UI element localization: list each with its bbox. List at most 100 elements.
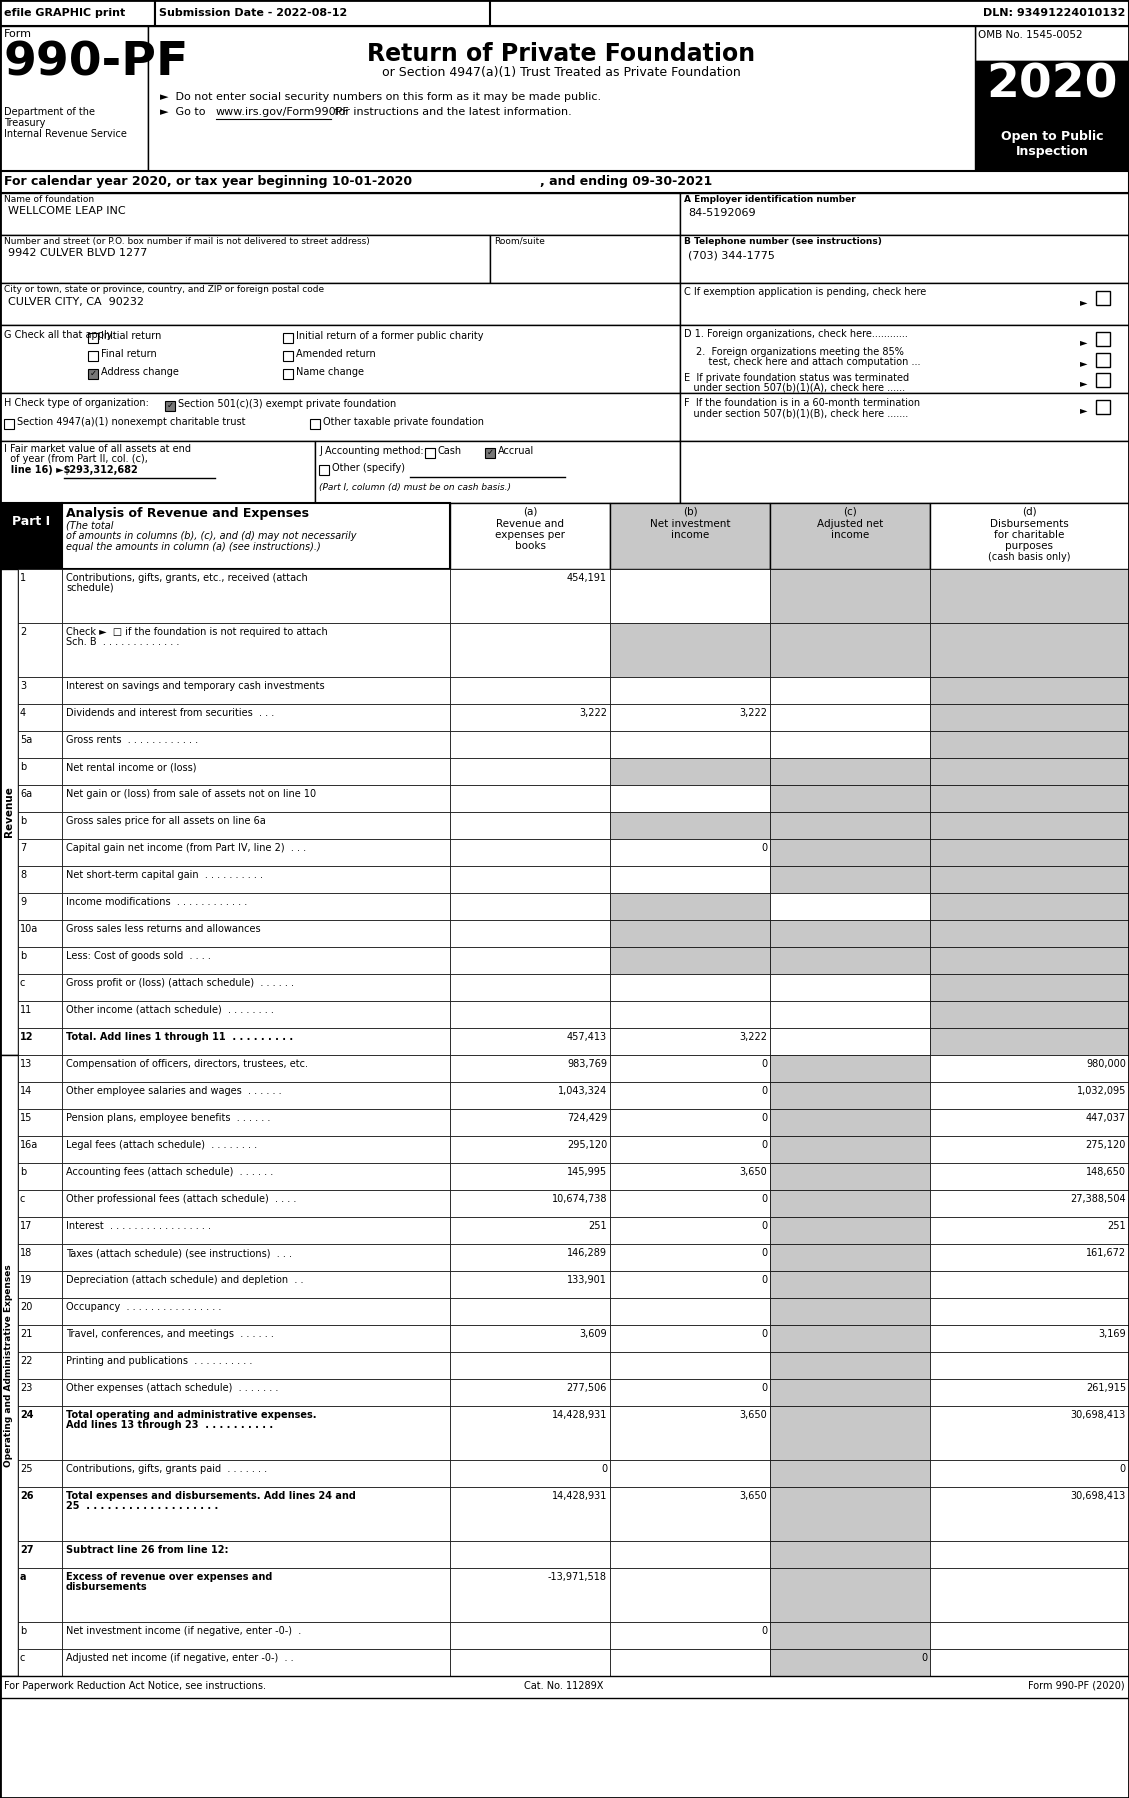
Text: efile GRAPHIC print: efile GRAPHIC print — [5, 7, 125, 18]
Text: Initial return of a former public charity: Initial return of a former public charit… — [296, 331, 483, 342]
Text: 293,312,682: 293,312,682 — [65, 466, 138, 475]
Text: 161,672: 161,672 — [1086, 1248, 1126, 1259]
Text: G Check all that apply:: G Check all that apply: — [5, 331, 115, 340]
Bar — [930, 1352, 1129, 1379]
Text: books: books — [515, 541, 545, 550]
Text: (b): (b) — [683, 507, 698, 518]
Bar — [680, 192, 1129, 236]
Bar — [450, 1244, 610, 1271]
Text: Total operating and administrative expenses.: Total operating and administrative expen… — [65, 1410, 316, 1420]
Bar — [450, 1352, 610, 1379]
Text: For Paperwork Reduction Act Notice, see instructions.: For Paperwork Reduction Act Notice, see … — [5, 1681, 266, 1690]
Text: 0: 0 — [921, 1652, 927, 1663]
Text: ►: ► — [1080, 336, 1087, 347]
Bar — [610, 1136, 770, 1163]
Text: (cash basis only): (cash basis only) — [988, 552, 1070, 563]
Text: 30,698,413: 30,698,413 — [1070, 1491, 1126, 1501]
Text: Legal fees (attach schedule)  . . . . . . . .: Legal fees (attach schedule) . . . . . .… — [65, 1140, 257, 1151]
Text: of amounts in columns (b), (c), and (d) may not necessarily: of amounts in columns (b), (c), and (d) … — [65, 530, 357, 541]
Bar — [18, 1325, 62, 1352]
Text: 3,222: 3,222 — [579, 708, 607, 717]
Bar — [610, 921, 770, 948]
Bar — [610, 840, 770, 867]
Bar — [975, 61, 1129, 122]
Text: equal the amounts in column (a) (see instructions).): equal the amounts in column (a) (see ins… — [65, 541, 321, 552]
Bar — [610, 1163, 770, 1190]
Bar — [975, 122, 1129, 171]
Bar — [610, 1190, 770, 1217]
Text: Operating and Administrative Expenses: Operating and Administrative Expenses — [5, 1264, 14, 1467]
Text: c: c — [20, 1652, 25, 1663]
Bar — [62, 759, 450, 786]
Bar — [610, 1622, 770, 1649]
Text: Adjusted net: Adjusted net — [817, 520, 883, 529]
Bar — [62, 1541, 450, 1568]
Text: Add lines 13 through 23  . . . . . . . . . .: Add lines 13 through 23 . . . . . . . . … — [65, 1420, 273, 1429]
Text: Printing and publications  . . . . . . . . . .: Printing and publications . . . . . . . … — [65, 1356, 253, 1366]
Bar — [770, 1244, 930, 1271]
Bar — [930, 1001, 1129, 1028]
Text: Final return: Final return — [100, 349, 157, 360]
Bar — [770, 503, 930, 568]
Text: Other income (attach schedule)  . . . . . . . .: Other income (attach schedule) . . . . .… — [65, 1005, 274, 1016]
Text: 983,769: 983,769 — [567, 1059, 607, 1070]
Text: Other professional fees (attach schedule)  . . . .: Other professional fees (attach schedule… — [65, 1194, 297, 1205]
Bar — [770, 1082, 930, 1109]
Bar — [930, 1379, 1129, 1406]
Bar — [62, 732, 450, 759]
Text: Subtract line 26 from line 12:: Subtract line 26 from line 12: — [65, 1544, 228, 1555]
Text: Address change: Address change — [100, 367, 178, 378]
Bar — [770, 1568, 930, 1622]
Bar — [610, 503, 770, 568]
Bar — [450, 1460, 610, 1487]
Text: Room/suite: Room/suite — [495, 237, 545, 246]
Text: , and ending 09-30-2021: , and ending 09-30-2021 — [540, 174, 712, 189]
Bar — [62, 1352, 450, 1379]
Bar — [610, 678, 770, 705]
Text: ►  Go to: ► Go to — [160, 108, 209, 117]
Bar — [62, 1649, 450, 1676]
Text: 18: 18 — [20, 1248, 33, 1259]
Text: 261,915: 261,915 — [1086, 1383, 1126, 1393]
Bar — [930, 759, 1129, 786]
Bar — [770, 1379, 930, 1406]
Bar — [0, 394, 680, 441]
Text: b: b — [20, 951, 26, 960]
Bar — [62, 840, 450, 867]
Text: 13: 13 — [20, 1059, 33, 1070]
Bar — [62, 568, 450, 622]
Bar — [450, 786, 610, 813]
Text: Other taxable private foundation: Other taxable private foundation — [323, 417, 484, 426]
Text: Interest on savings and temporary cash investments: Interest on savings and temporary cash i… — [65, 681, 325, 690]
Bar — [18, 705, 62, 732]
Bar — [610, 1487, 770, 1541]
Text: 0: 0 — [761, 1113, 767, 1124]
Bar — [930, 1028, 1129, 1055]
Text: disbursements: disbursements — [65, 1582, 148, 1591]
Bar — [62, 1568, 450, 1622]
Bar — [450, 813, 610, 840]
Text: Gross sales less returns and allowances: Gross sales less returns and allowances — [65, 924, 261, 933]
Text: CULVER CITY, CA  90232: CULVER CITY, CA 90232 — [8, 297, 145, 307]
Text: WELLCOME LEAP INC: WELLCOME LEAP INC — [8, 207, 125, 216]
Text: 0: 0 — [761, 1383, 767, 1393]
Bar — [0, 568, 18, 1055]
Bar — [680, 441, 1129, 503]
Bar — [930, 678, 1129, 705]
Bar — [18, 867, 62, 894]
Text: 16a: 16a — [20, 1140, 38, 1151]
Bar — [610, 1001, 770, 1028]
Bar — [610, 1568, 770, 1622]
Text: ►  Do not enter social security numbers on this form as it may be made public.: ► Do not enter social security numbers o… — [160, 92, 601, 102]
Text: Other employee salaries and wages  . . . . . .: Other employee salaries and wages . . . … — [65, 1086, 281, 1097]
Text: B Telephone number (see instructions): B Telephone number (see instructions) — [684, 237, 882, 246]
Bar — [450, 840, 610, 867]
Text: City or town, state or province, country, and ZIP or foreign postal code: City or town, state or province, country… — [5, 286, 324, 295]
Text: 0: 0 — [761, 1194, 767, 1205]
Text: ►: ► — [1080, 297, 1087, 307]
Bar — [0, 171, 1129, 192]
Bar — [320, 466, 329, 475]
Bar — [62, 1082, 450, 1109]
Text: 0: 0 — [761, 1059, 767, 1070]
Bar — [1096, 372, 1110, 387]
